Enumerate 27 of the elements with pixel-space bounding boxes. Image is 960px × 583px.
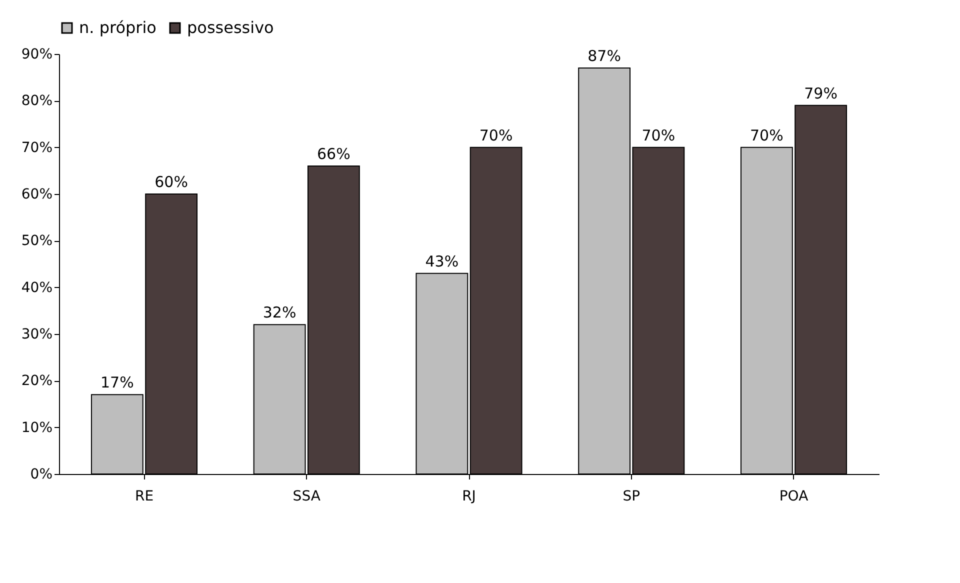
y-tick-label: 80%: [21, 93, 52, 110]
data-label: 66%: [317, 145, 350, 163]
x-tick-label: SSA: [292, 488, 321, 504]
y-tick-label: 40%: [21, 280, 52, 296]
x-tick-label: POA: [779, 488, 809, 504]
y-tick-label: 50%: [21, 233, 52, 250]
legend-label: possessivo: [187, 18, 274, 37]
y-tick-label: 70%: [21, 140, 52, 156]
y-tick-label: 30%: [21, 326, 52, 342]
data-label: 87%: [588, 47, 621, 65]
x-tick-label: RJ: [462, 488, 476, 504]
x-tick-label: SP: [622, 488, 640, 504]
data-label: 60%: [154, 173, 188, 191]
data-label: 79%: [804, 84, 838, 102]
data-label: 70%: [479, 126, 513, 144]
y-tick-label: 20%: [21, 373, 52, 390]
data-label: 17%: [100, 374, 134, 392]
data-label: 43%: [425, 252, 459, 270]
data-label: 70%: [642, 126, 676, 144]
legend-label: n. próprio: [79, 18, 156, 37]
x-tick-label: RE: [134, 488, 154, 504]
y-tick-label: 0%: [30, 466, 52, 482]
data-label: 70%: [750, 126, 784, 144]
y-tick-label: 10%: [21, 420, 52, 436]
y-tick-label: 90%: [21, 46, 52, 62]
y-tick-label: 60%: [21, 186, 52, 202]
data-label: 32%: [262, 304, 296, 322]
